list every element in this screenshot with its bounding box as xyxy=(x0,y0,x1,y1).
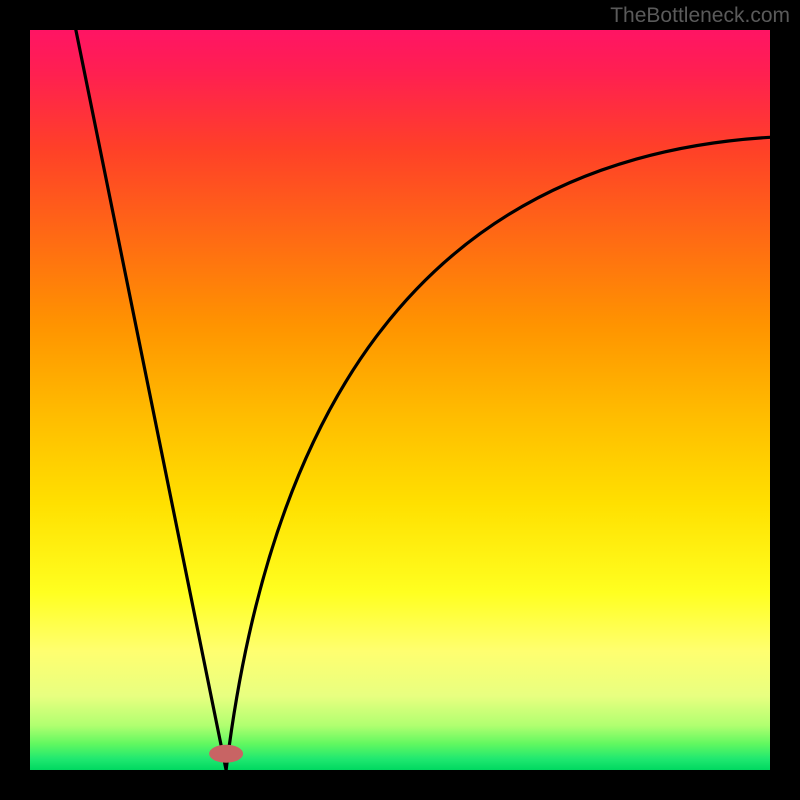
chart-container: TheBottleneck.com xyxy=(0,0,800,800)
bottleneck-chart xyxy=(0,0,800,800)
gradient-background xyxy=(30,30,770,770)
optimal-point-marker xyxy=(209,745,243,763)
watermark-text: TheBottleneck.com xyxy=(610,4,790,28)
plot-area xyxy=(30,30,770,770)
